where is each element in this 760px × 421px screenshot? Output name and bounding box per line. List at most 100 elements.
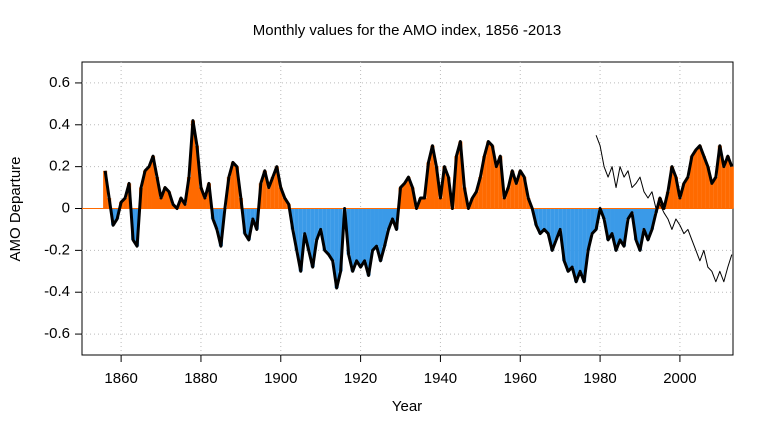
bar [534,208,539,226]
bar [278,187,283,209]
bar [182,204,188,209]
bar [562,208,567,261]
bar [234,166,239,209]
bar [434,166,439,209]
bar [526,198,531,209]
bar [166,191,172,209]
y-tick-label: -0.2 [44,241,70,258]
bar [262,170,267,209]
bar [390,208,395,219]
bar [717,145,722,209]
bar [570,208,575,268]
bar [382,208,387,247]
bar [474,191,479,209]
bar [402,183,407,209]
bar [462,187,467,209]
bar [386,208,391,230]
bar [641,208,647,230]
bar [506,187,511,209]
bar [454,156,459,209]
bar [202,198,207,209]
y-axis-label: AMO Departure [7,156,24,261]
bar [290,208,295,230]
bar [566,208,571,272]
bar [578,208,583,272]
bar [198,187,203,209]
bar [494,166,499,209]
bar [318,208,323,230]
bar [713,177,718,209]
bar [629,208,635,213]
bar [725,156,730,209]
bar [590,208,595,234]
bar [665,191,670,209]
bar [606,208,611,240]
chart-title: Monthly values for the AMO index, 1856 -… [253,22,562,39]
smoothed-line [103,119,734,290]
bar [518,170,523,209]
bar [621,208,627,247]
bar [430,145,435,209]
bar [298,208,303,272]
bar [721,166,726,209]
bar [151,156,156,209]
bar [354,208,359,261]
bar [250,208,255,219]
bar [374,208,379,247]
bar [685,177,690,209]
bar [442,166,447,209]
bar [538,208,543,234]
bar [681,183,686,209]
bar [478,177,483,209]
bar [230,162,235,209]
bar [586,208,591,251]
bar [270,177,275,209]
bar [143,170,148,209]
x-axis-label: Year [392,398,422,415]
bar [310,208,315,268]
bar [438,198,443,209]
bar [358,208,363,268]
x-tick-label: 1900 [264,370,297,387]
bar [418,198,423,209]
x-tick-label: 2000 [663,370,696,387]
x-tick-label: 1940 [424,370,457,387]
bar [103,170,108,209]
bar [306,208,311,251]
y-tick-label: -0.4 [44,283,70,300]
x-tick-label: 1880 [184,370,217,387]
bar [186,177,192,209]
bar [334,208,339,289]
bar [482,156,487,209]
bar [637,208,643,251]
x-tick-label: 1860 [104,370,137,387]
bar [669,166,674,209]
bar [162,187,168,209]
bar [362,208,367,261]
bar [370,208,375,251]
bar [729,166,734,209]
overlay-line [595,135,733,283]
bar [350,208,355,272]
bar [147,166,152,209]
bar [346,208,351,255]
bar [226,177,231,209]
y-tick-label: 0.2 [49,158,70,175]
bar [697,145,702,209]
bar [673,177,678,209]
bar [709,183,714,209]
bar [410,187,415,209]
bar [314,208,319,240]
bar [594,208,599,230]
bar [190,120,195,209]
bar [246,208,251,240]
bar [558,208,563,230]
bar [645,208,651,240]
bar [625,208,631,219]
bar [294,208,299,251]
bar [486,141,491,209]
bar [378,208,383,261]
bar [546,208,551,234]
bar [490,145,495,209]
